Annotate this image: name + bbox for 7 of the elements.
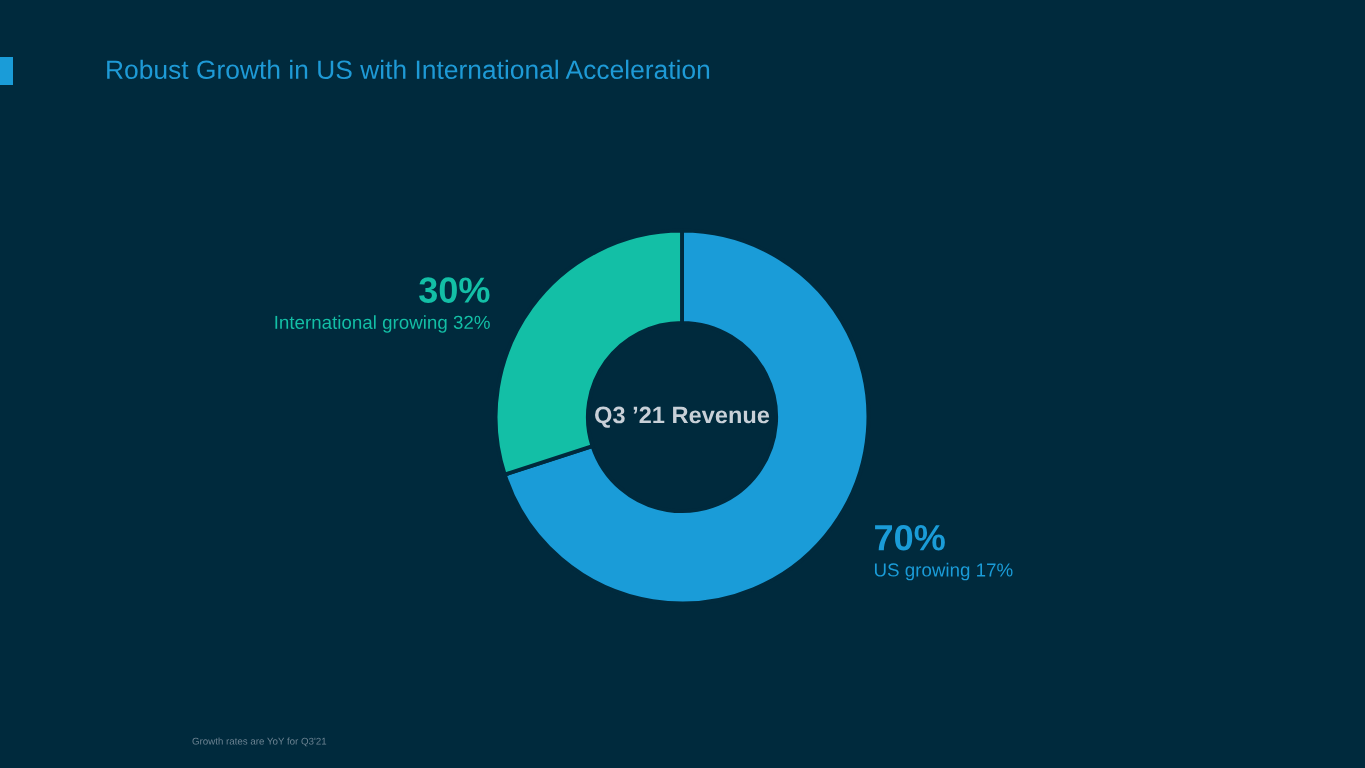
data-label: 70% — [875, 524, 945, 551]
slice-label: US growing 17% — [874, 562, 1013, 581]
slice-label: International growing 32% — [275, 315, 490, 333]
text: Q3 ’21 Revenue — [595, 406, 770, 428]
data-label: 30% — [419, 277, 490, 303]
chart-title: Robust Growth in US with International Acceleration — [107, 59, 710, 80]
text: Growth rates are YoY for Q3'21 — [192, 737, 327, 747]
